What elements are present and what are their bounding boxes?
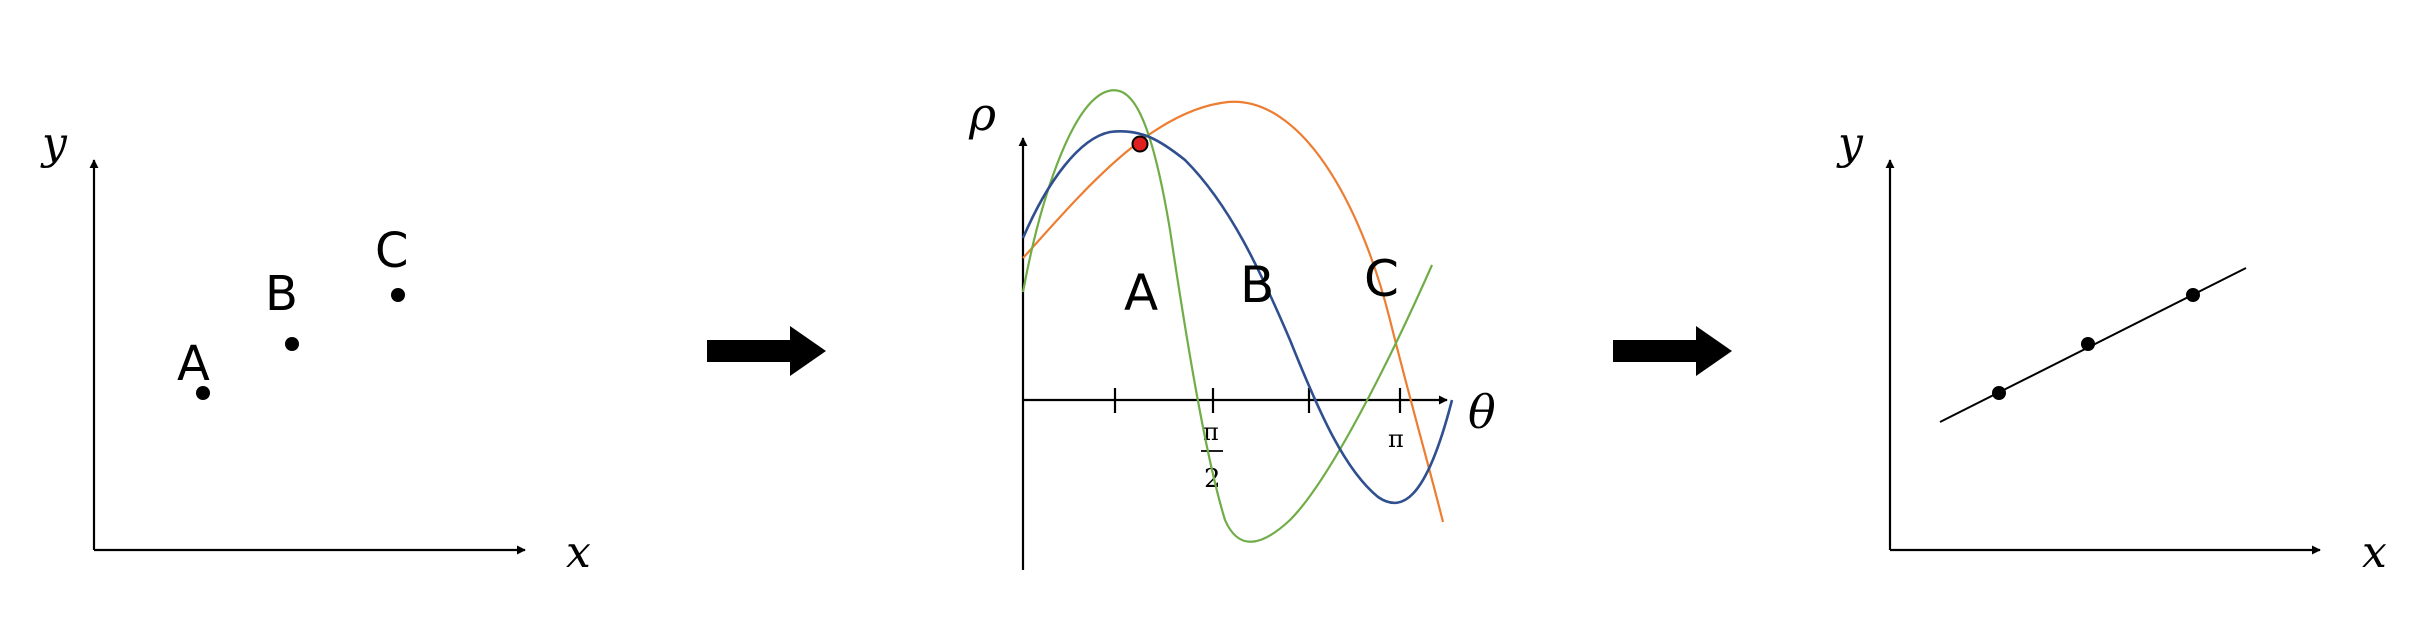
fitted-point-c: [2186, 288, 2200, 302]
tick-pi-half-numerator: π: [1203, 418, 1219, 446]
point-a-label: A: [177, 336, 210, 392]
point-a: [196, 386, 210, 400]
curve-green: [1021, 89, 1434, 543]
left-panel: y x A B C: [40, 118, 591, 578]
tick-pi-label: π: [1388, 425, 1404, 453]
left-y-label: y: [40, 118, 68, 169]
right-y-label: y: [1836, 118, 1864, 169]
intersection-point: [1131, 135, 1149, 153]
left-x-label: x: [566, 527, 591, 578]
fitted-point-b: [2081, 337, 2095, 351]
curve-label-b: B: [1240, 256, 1274, 314]
arrow-2: [1613, 326, 1732, 376]
rho-label: ρ: [968, 87, 996, 141]
curve-label-c: C: [1364, 250, 1399, 308]
curve-blue: [1021, 129, 1454, 505]
right-panel: y x: [1836, 118, 2387, 578]
curve-c-orange: [1022, 100, 1445, 523]
point-c-label: C: [375, 223, 409, 279]
point-b: [285, 337, 299, 351]
point-b-label: B: [265, 266, 298, 322]
point-c: [391, 288, 405, 302]
middle-panel: ρ θ π 2 π A B C: [968, 87, 1496, 570]
curve-label-a: A: [1124, 264, 1158, 322]
theta-label: θ: [1468, 385, 1496, 439]
arrow-1: [707, 326, 826, 376]
fitted-point-a: [1992, 386, 2006, 400]
right-x-label: x: [2362, 527, 2387, 578]
